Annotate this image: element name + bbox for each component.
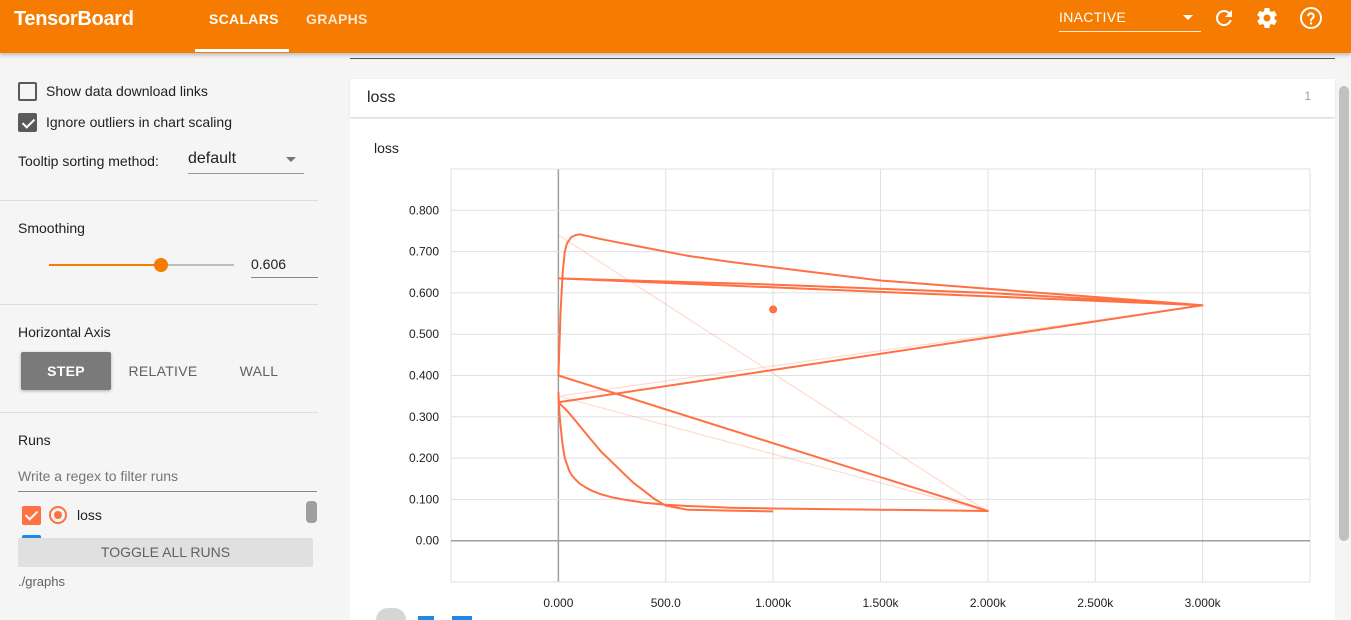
- run-status-dropdown[interactable]: INACTIVE: [1059, 8, 1201, 32]
- show-download-links-label: Show data download links: [46, 83, 208, 99]
- x-tick-label: 0.000: [543, 596, 573, 610]
- show-download-links-row[interactable]: Show data download links: [18, 80, 208, 102]
- run-status-value: INACTIVE: [1059, 9, 1126, 25]
- tooltip-sorting-value: default: [188, 150, 237, 167]
- run-item-loss[interactable]: loss: [22, 504, 102, 526]
- y-tick-label: 0.00: [416, 534, 440, 548]
- smoothing-title: Smoothing: [18, 220, 85, 236]
- x-tick-label: 2.000k: [970, 596, 1007, 610]
- help-circle-icon[interactable]: [1299, 6, 1323, 30]
- y-tick-label: 0.200: [409, 451, 439, 465]
- chevron-down-icon: [1183, 15, 1193, 20]
- axis-step-button[interactable]: STEP: [21, 352, 111, 390]
- section-divider: [0, 412, 318, 413]
- axis-wall-button[interactable]: WALL: [239, 363, 279, 379]
- tab-graphs[interactable]: GRAPHS: [306, 11, 368, 27]
- run-radio[interactable]: [49, 506, 67, 524]
- x-tick-label: 2.500k: [1077, 596, 1114, 610]
- chart-action-partial[interactable]: [418, 616, 434, 620]
- chart-action-partial[interactable]: [452, 616, 472, 620]
- chart-title: loss: [374, 140, 399, 156]
- x-tick-label: 3.000k: [1185, 596, 1222, 610]
- run-label: loss: [77, 507, 102, 523]
- runs-scrollbar[interactable]: [306, 501, 317, 523]
- app-toolbar: TensorBoard SCALARS GRAPHS INACTIVE: [0, 0, 1351, 53]
- y-tick-label: 0.700: [409, 245, 439, 259]
- loss-chart[interactable]: 0.00 0.100 0.200 0.300 0.400 0.500 0.600 0.700 0…: [350, 160, 1335, 620]
- y-tick-label: 0.500: [409, 327, 439, 341]
- refresh-icon[interactable]: [1212, 6, 1236, 30]
- category-count: 1: [1304, 89, 1311, 103]
- sidebar: Show data download links Ignore outliers…: [0, 53, 335, 620]
- run-checkbox[interactable]: [22, 505, 41, 525]
- ignore-outliers-row[interactable]: Ignore outliers in chart scaling: [18, 111, 232, 133]
- y-tick-label: 0.300: [409, 410, 439, 424]
- smoothing-slider-fill: [49, 264, 162, 266]
- axis-relative-button[interactable]: RELATIVE: [128, 363, 198, 379]
- x-tick-label: 1.500k: [862, 596, 899, 610]
- main-divider: [350, 58, 1335, 59]
- section-divider: [0, 200, 318, 201]
- horizontal-axis-title: Horizontal Axis: [18, 324, 111, 340]
- tab-scalars[interactable]: SCALARS: [209, 11, 279, 27]
- logdir-path: ./graphs: [18, 574, 65, 589]
- y-tick-label: 0.600: [409, 286, 439, 300]
- x-tick-label: 500.0: [651, 596, 681, 610]
- smoothing-value-input[interactable]: 0.606: [251, 252, 318, 278]
- active-tab-indicator: [195, 49, 289, 52]
- page-scrollbar[interactable]: [1339, 86, 1349, 541]
- chart-card: [350, 119, 1335, 620]
- app-title: TensorBoard: [14, 8, 134, 30]
- tooltip-sorting-dropdown[interactable]: default: [188, 146, 304, 174]
- y-tick-label: 0.400: [409, 369, 439, 383]
- chevron-down-icon: [286, 157, 296, 162]
- ignore-outliers-label: Ignore outliers in chart scaling: [46, 114, 232, 130]
- smoothing-slider-handle[interactable]: [154, 258, 169, 272]
- x-tick-label: 1.000k: [755, 596, 792, 610]
- series-last-point: [769, 305, 778, 314]
- runs-title: Runs: [18, 432, 51, 448]
- chart-action-button-partial[interactable]: [376, 608, 406, 620]
- section-divider: [0, 304, 318, 305]
- tooltip-sorting-label: Tooltip sorting method:: [18, 153, 159, 169]
- category-name: loss: [367, 89, 396, 106]
- y-tick-label: 0.800: [409, 203, 439, 217]
- smoothing-slider[interactable]: [49, 258, 234, 272]
- runs-filter-input[interactable]: Write a regex to filter runs: [18, 464, 317, 492]
- show-download-links-checkbox[interactable]: [18, 81, 37, 101]
- series-raw-line: [558, 234, 1203, 513]
- category-header-loss[interactable]: loss 1: [350, 79, 1335, 117]
- y-tick-label: 0.100: [409, 492, 439, 506]
- series-line-loss: [557, 233, 1204, 513]
- toggle-all-runs-button[interactable]: TOGGLE ALL RUNS: [18, 538, 313, 567]
- ignore-outliers-checkbox[interactable]: [18, 112, 37, 132]
- settings-gear-icon[interactable]: [1255, 6, 1279, 30]
